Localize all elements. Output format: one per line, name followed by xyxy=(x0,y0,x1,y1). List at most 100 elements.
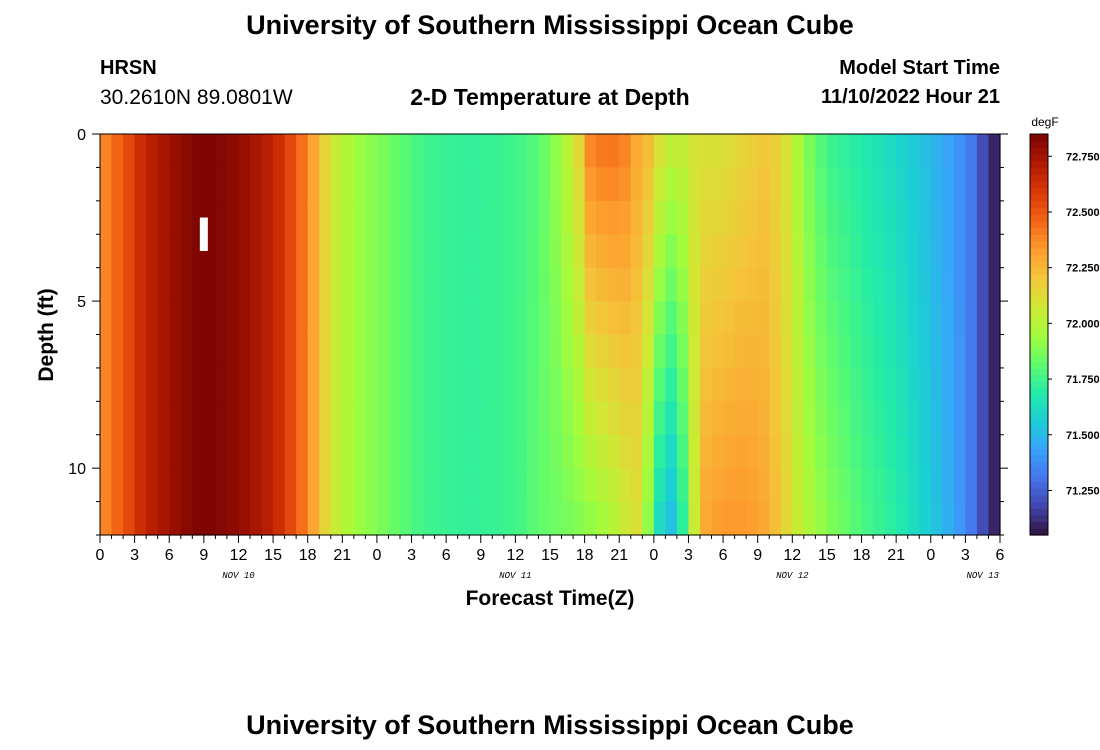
heatmap-cell xyxy=(492,501,505,536)
heatmap-cell xyxy=(803,301,816,336)
heatmap-cell xyxy=(319,234,332,269)
heatmap-cell xyxy=(976,401,990,436)
heatmap-cell xyxy=(330,301,343,336)
colorbar-segment xyxy=(1030,481,1048,489)
heatmap-cell xyxy=(538,134,551,169)
heatmap-cell xyxy=(769,167,782,202)
heatmap-cell xyxy=(365,334,378,369)
heatmap-cell xyxy=(942,434,955,469)
heatmap-cell xyxy=(642,334,655,369)
heatmap-cell xyxy=(250,267,263,302)
heatmap-cell xyxy=(976,434,990,469)
heatmap-cell xyxy=(700,234,713,269)
heatmap-cell xyxy=(930,434,943,469)
heatmap-cell xyxy=(711,267,724,302)
heatmap-cell xyxy=(515,167,528,202)
heatmap-cell xyxy=(953,234,966,269)
heatmap-cell xyxy=(861,234,874,269)
heatmap-cell xyxy=(284,167,297,202)
colorbar-segment xyxy=(1030,468,1048,476)
heatmap-cell xyxy=(780,134,793,169)
colorbar-tick-label: 72.250 xyxy=(1066,263,1100,275)
heatmap-cell xyxy=(642,434,655,469)
heatmap-cell xyxy=(273,468,286,503)
heatmap-cell xyxy=(526,468,540,503)
heatmap-cell xyxy=(226,267,240,302)
heatmap-cell xyxy=(607,501,620,536)
heatmap-cell xyxy=(619,334,632,369)
heatmap-cell xyxy=(965,334,978,369)
heatmap-cell xyxy=(653,267,666,302)
heatmap-cell xyxy=(861,468,874,503)
heatmap-cell xyxy=(515,367,528,402)
heatmap-cell xyxy=(896,301,909,336)
heatmap-cell xyxy=(976,134,990,169)
heatmap-cell xyxy=(607,434,620,469)
heatmap-cell xyxy=(711,434,724,469)
heatmap-cell xyxy=(446,200,459,235)
heatmap-cell xyxy=(250,434,263,469)
heatmap-cell xyxy=(850,134,863,169)
x-tick-label: 6 xyxy=(165,547,174,564)
colorbar-segment xyxy=(1030,234,1048,242)
heatmap-cell xyxy=(261,200,274,235)
heatmap-cell xyxy=(180,234,193,269)
heatmap-cell xyxy=(157,501,170,536)
heatmap-cell xyxy=(907,234,920,269)
heatmap-cell xyxy=(134,267,147,302)
heatmap-cell xyxy=(907,434,920,469)
heatmap-cell xyxy=(884,167,897,202)
heatmap-cell xyxy=(480,434,493,469)
colorbar-segment xyxy=(1030,367,1048,376)
station-coordinates: 30.2610N 89.0801W xyxy=(100,86,293,109)
heatmap-cell xyxy=(330,334,343,369)
heatmap-cell xyxy=(746,301,759,336)
heatmap-cell xyxy=(284,134,297,169)
heatmap-cell xyxy=(584,334,597,369)
heatmap-cell xyxy=(988,301,1001,336)
heatmap-cell xyxy=(700,167,713,202)
heatmap-cell xyxy=(492,334,505,369)
heatmap-cell xyxy=(930,200,943,235)
heatmap-cell xyxy=(550,367,563,402)
x-tick-label: 3 xyxy=(407,547,416,564)
heatmap-cell xyxy=(573,367,586,402)
heatmap-cell xyxy=(619,401,632,436)
heatmap-cell xyxy=(353,234,366,269)
heatmap-cell xyxy=(988,401,1001,436)
x-tick-label: 12 xyxy=(230,547,248,564)
heatmap-cell xyxy=(180,401,193,436)
heatmap-cell xyxy=(480,501,493,536)
heatmap-cell xyxy=(180,501,193,536)
heatmap-cell xyxy=(469,401,482,436)
colorbar-segment xyxy=(1030,321,1048,329)
heatmap-cell xyxy=(676,434,690,469)
heatmap-cell xyxy=(550,401,563,436)
heatmap-cell xyxy=(215,267,228,302)
heatmap-cell xyxy=(250,468,263,503)
heatmap-cell xyxy=(261,234,274,269)
heatmap-cell xyxy=(284,468,297,503)
heatmap-cell xyxy=(711,367,724,402)
heatmap-cell xyxy=(803,267,816,302)
heatmap-cell xyxy=(584,434,597,469)
heatmap-cell xyxy=(942,234,955,269)
heatmap-cell xyxy=(596,501,609,536)
heatmap-cell xyxy=(746,267,759,302)
heatmap-cell xyxy=(850,200,863,235)
heatmap-cell xyxy=(619,234,632,269)
heatmap-cell xyxy=(307,367,320,402)
heatmap-cell xyxy=(284,401,297,436)
heatmap-cell xyxy=(319,434,332,469)
heatmap-cell xyxy=(261,468,274,503)
heatmap-cell xyxy=(769,367,782,402)
heatmap-cell xyxy=(838,434,851,469)
heatmap-cell xyxy=(411,167,424,202)
heatmap-cell xyxy=(111,468,124,503)
heatmap-cell xyxy=(411,301,424,336)
heatmap-cell xyxy=(815,167,828,202)
heatmap-cell xyxy=(965,167,978,202)
x-tick-label: 0 xyxy=(96,547,105,564)
heatmap-cell xyxy=(826,501,840,536)
heatmap-cell xyxy=(919,334,932,369)
